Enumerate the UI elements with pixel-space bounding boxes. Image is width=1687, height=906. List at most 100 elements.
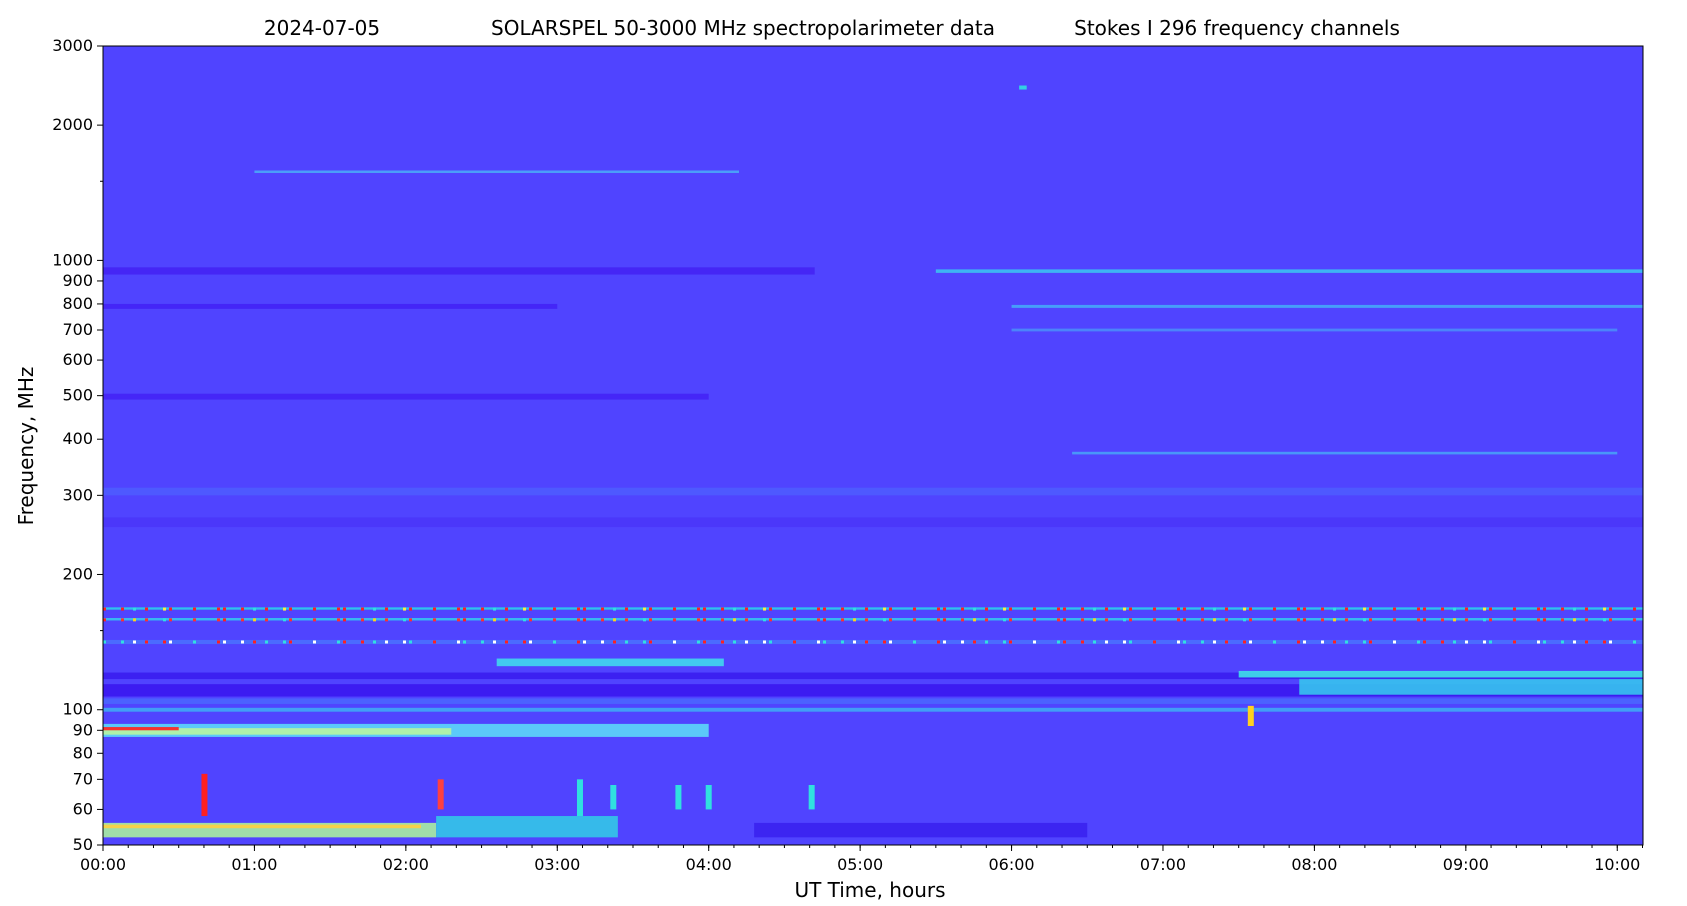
interference-dot: [889, 640, 892, 644]
interference-dot: [1063, 640, 1066, 644]
y-tick-label: 500: [62, 386, 93, 405]
interference-dot: [103, 607, 106, 611]
spectrogram-band: [103, 517, 1643, 528]
interference-dot: [853, 607, 856, 611]
interference-dot: [1129, 607, 1132, 611]
interference-dot: [1009, 640, 1012, 644]
interference-dot: [1417, 640, 1420, 644]
interference-dot: [409, 618, 412, 622]
interference-dot: [1609, 618, 1612, 622]
interference-dot: [343, 640, 346, 644]
spectrogram-band: [103, 824, 421, 829]
spectrogram-band: [1011, 328, 1618, 332]
interference-dot: [1249, 618, 1252, 622]
interference-dot: [853, 640, 856, 644]
interference-dot: [817, 640, 820, 644]
interference-dot: [523, 618, 526, 622]
interference-dot: [1273, 618, 1276, 622]
y-tick-label: 800: [62, 294, 93, 313]
interference-dot: [721, 618, 724, 622]
interference-dot: [121, 618, 124, 622]
interference-dot: [577, 607, 580, 611]
interference-dot: [1321, 618, 1324, 622]
interference-dot: [943, 618, 946, 622]
interference-dot: [1453, 640, 1456, 644]
interference-dot: [937, 640, 940, 644]
interference-dot: [769, 640, 772, 644]
chart-title-date: 2024-07-05: [264, 16, 380, 40]
interference-dot: [823, 640, 826, 644]
interference-dot: [985, 640, 988, 644]
spectrogram-band: [496, 658, 724, 667]
y-tick-label: 60: [73, 799, 93, 818]
interference-dot: [193, 640, 196, 644]
interference-dot: [961, 640, 964, 644]
interference-dot: [193, 618, 196, 622]
interference-dot: [1201, 640, 1204, 644]
interference-dot: [241, 618, 244, 622]
interference-dot: [1441, 607, 1444, 611]
interference-dot: [1057, 607, 1060, 611]
interference-dot: [1321, 640, 1324, 644]
interference-dot: [1393, 618, 1396, 622]
interference-dot: [1573, 640, 1576, 644]
interference-dot: [763, 618, 766, 622]
interference-dot: [649, 640, 652, 644]
interference-dot: [1465, 607, 1468, 611]
spectrogram-background: [103, 46, 1643, 845]
interference-dot: [1129, 640, 1132, 644]
interference-dot: [457, 607, 460, 611]
interference-dot: [493, 607, 496, 611]
y-tick-label: 400: [62, 429, 93, 448]
interference-dot: [1153, 618, 1156, 622]
interference-dot: [1063, 607, 1066, 611]
interference-dot: [343, 607, 346, 611]
interference-dot: [703, 640, 706, 644]
interference-dot: [1201, 607, 1204, 611]
radio-burst: [610, 784, 617, 810]
interference-dot: [961, 618, 964, 622]
y-tick-label: 50: [73, 835, 93, 854]
spectrogram-band: [103, 393, 709, 400]
spectrogram-band: [254, 170, 739, 173]
interference-dot: [169, 618, 172, 622]
interference-dot: [1105, 618, 1108, 622]
interference-dot: [1129, 618, 1132, 622]
interference-dot: [1537, 618, 1540, 622]
interference-dot: [553, 640, 556, 644]
interference-dot: [1105, 640, 1108, 644]
spectrogram-band: [103, 684, 1643, 697]
y-tick-label: 80: [73, 743, 93, 762]
interference-dot: [865, 607, 868, 611]
interference-dot: [403, 640, 406, 644]
interference-dot: [121, 640, 124, 644]
interference-dot: [985, 618, 988, 622]
interference-dot: [625, 618, 628, 622]
interference-dot: [673, 607, 676, 611]
interference-dot: [883, 607, 886, 611]
interference-dot: [265, 618, 268, 622]
interference-dot: [1213, 607, 1216, 611]
interference-dot: [841, 618, 844, 622]
interference-dot: [613, 640, 616, 644]
interference-dot: [673, 618, 676, 622]
interference-dot: [793, 640, 796, 644]
interference-dot: [649, 607, 652, 611]
interference-dot: [163, 618, 166, 622]
interference-dot: [1393, 640, 1396, 644]
interference-dot: [481, 640, 484, 644]
interference-dot: [745, 618, 748, 622]
interference-dot: [985, 607, 988, 611]
interference-dot: [1201, 618, 1204, 622]
interference-dot: [1363, 618, 1366, 622]
interference-dot: [433, 618, 436, 622]
interference-dot: [1003, 607, 1006, 611]
spectrogram-band: [1019, 85, 1027, 90]
interference-dot: [457, 618, 460, 622]
x-tick-label: 05:00: [837, 855, 883, 874]
interference-dot: [1453, 607, 1456, 611]
interference-dot: [841, 607, 844, 611]
interference-dot: [1243, 640, 1246, 644]
interference-dot: [697, 607, 700, 611]
interference-dot: [1183, 607, 1186, 611]
